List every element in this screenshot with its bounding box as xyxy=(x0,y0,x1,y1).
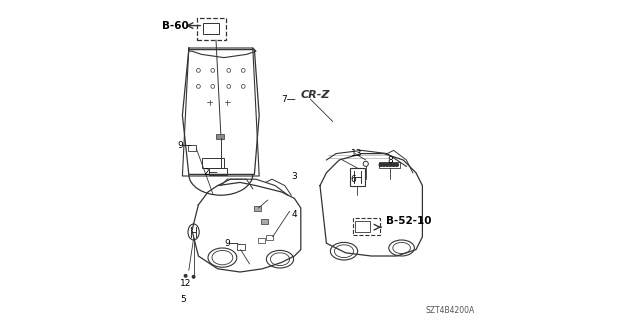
Bar xyxy=(188,145,196,151)
Circle shape xyxy=(192,276,195,278)
Bar xyxy=(258,238,266,243)
Text: 5: 5 xyxy=(180,295,186,304)
Text: 2—: 2— xyxy=(204,168,218,177)
Text: 9—: 9— xyxy=(225,239,239,248)
Bar xyxy=(209,168,227,175)
Circle shape xyxy=(383,163,385,166)
Bar xyxy=(204,23,219,34)
Text: 8: 8 xyxy=(387,156,393,164)
Bar xyxy=(353,218,380,235)
Bar xyxy=(237,244,245,250)
Bar xyxy=(197,18,226,40)
Text: 13: 13 xyxy=(351,149,363,158)
Bar xyxy=(380,162,400,168)
Circle shape xyxy=(385,163,389,166)
Bar xyxy=(202,158,224,168)
Bar xyxy=(261,219,268,224)
Text: 4: 4 xyxy=(291,210,297,219)
Text: 12: 12 xyxy=(180,279,191,288)
Text: SZT4B4200A: SZT4B4200A xyxy=(426,306,475,315)
Text: 9—: 9— xyxy=(178,141,193,150)
Circle shape xyxy=(388,163,392,166)
Circle shape xyxy=(184,275,187,277)
Bar xyxy=(266,235,273,240)
Text: B-52-10: B-52-10 xyxy=(385,216,431,226)
Text: 7—: 7— xyxy=(282,95,296,104)
Text: 6: 6 xyxy=(351,175,356,184)
Circle shape xyxy=(392,163,396,166)
Circle shape xyxy=(396,163,399,166)
Bar xyxy=(254,206,262,211)
Bar xyxy=(351,168,365,186)
Bar xyxy=(216,134,224,139)
Text: B-60: B-60 xyxy=(163,20,189,31)
Text: 3: 3 xyxy=(291,172,297,180)
Circle shape xyxy=(379,163,383,166)
Bar xyxy=(355,221,370,232)
Text: CR-Z: CR-Z xyxy=(301,90,330,100)
